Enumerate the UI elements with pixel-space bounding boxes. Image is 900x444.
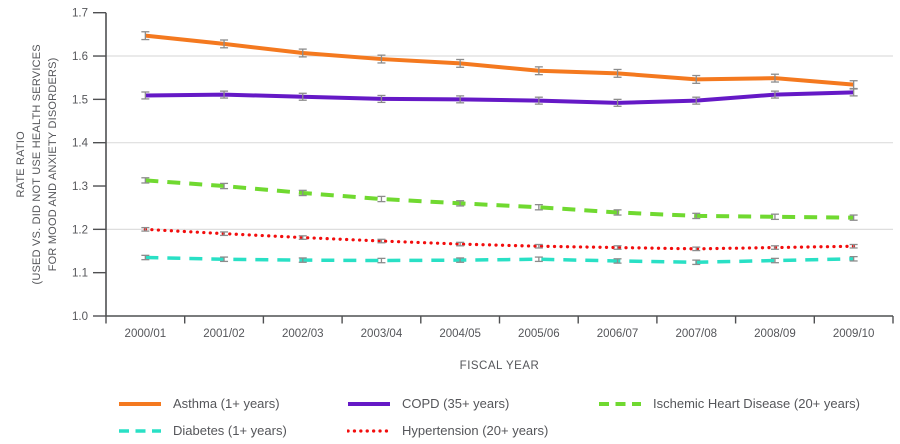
svg-text:1.5: 1.5	[72, 94, 88, 106]
svg-text:2003/04: 2003/04	[361, 328, 403, 340]
svg-text:2006/07: 2006/07	[597, 328, 639, 340]
gridlines	[106, 55, 893, 230]
x-axis-title: FISCAL YEAR	[460, 360, 540, 372]
legend-item-hypertension: Hypertension (20+ years)	[347, 423, 548, 439]
legend-label-copd: COPD (35+ years)	[402, 396, 510, 411]
error-bars-asthma	[141, 31, 858, 90]
svg-text:2008/09: 2008/09	[754, 328, 796, 340]
svg-text:2002/03: 2002/03	[282, 328, 324, 340]
svg-text:RATE RATIO: RATE RATIO	[15, 131, 27, 198]
error-bars-ihd	[141, 177, 858, 221]
svg-text:2001/02: 2001/02	[203, 328, 245, 340]
series-line-diabetes	[145, 255, 854, 265]
svg-text:1.7: 1.7	[72, 8, 88, 20]
svg-text:FOR MOOD AND ANXIETY DISORDERS: FOR MOOD AND ANXIETY DISORDERS)	[47, 57, 59, 271]
svg-text:(USED VS. DID NOT USE HEALTH S: (USED VS. DID NOT USE HEALTH SERVICES	[31, 44, 43, 284]
series-line-copd	[145, 90, 854, 105]
series-line-asthma	[145, 33, 854, 87]
asthma-line-swatch	[119, 402, 161, 406]
legend-label-hypertension: Hypertension (20+ years)	[402, 423, 549, 438]
svg-text:1.3: 1.3	[72, 181, 88, 193]
series-line-ihd	[145, 178, 854, 220]
svg-text:1.4: 1.4	[72, 138, 89, 150]
svg-text:1.2: 1.2	[72, 224, 88, 236]
svg-text:2009/10: 2009/10	[833, 328, 875, 340]
svg-text:1.1: 1.1	[72, 268, 88, 280]
hypertension-line-swatch	[347, 429, 391, 433]
legend-item-copd: COPD (35+ years)	[347, 396, 509, 412]
legend-label-ihd: Ischemic Heart Disease (20+ years)	[653, 396, 860, 411]
diabetes-line-swatch	[119, 429, 161, 433]
svg-text:2007/08: 2007/08	[675, 328, 717, 340]
svg-text:2005/06: 2005/06	[518, 328, 560, 340]
error-bars-copd	[141, 88, 858, 107]
svg-text:2004/05: 2004/05	[439, 328, 481, 340]
ihd-line-swatch	[599, 402, 641, 406]
series-line-hypertension	[143, 227, 856, 251]
svg-text:1.0: 1.0	[72, 311, 88, 323]
legend-label-diabetes: Diabetes (1+ years)	[173, 423, 287, 438]
x-axis: 2000/01 2001/02 2002/03 2003/04 2004/05 2005/…	[105, 315, 894, 340]
copd-line-swatch	[348, 402, 390, 406]
legend-item-asthma: Asthma (1+ years)	[118, 396, 280, 412]
legend-label-asthma: Asthma (1+ years)	[173, 396, 280, 411]
y-axis: 1.0 1.1 1.2 1.3 1.4 1.5 1.6 1.7	[72, 8, 107, 323]
legend-item-diabetes: Diabetes (1+ years)	[118, 423, 287, 439]
error-bars-hypertension	[141, 226, 858, 252]
error-bars-diabetes	[141, 254, 858, 266]
svg-text:1.6: 1.6	[72, 51, 88, 63]
legend-item-ihd: Ischemic Heart Disease (20+ years)	[598, 396, 860, 412]
y-axis-title: RATE RATIO (USED VS. DID NOT USE HEALTH S…	[15, 44, 59, 284]
svg-text:2000/01: 2000/01	[125, 328, 167, 340]
